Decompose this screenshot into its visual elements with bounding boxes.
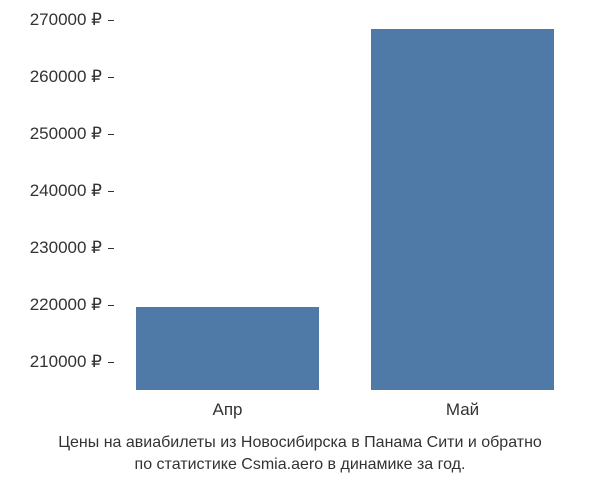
chart-caption: Цены на авиабилеты из Новосибирска в Пан… [0, 432, 600, 475]
x-axis: Апр Май [110, 392, 580, 422]
y-tick-label: 210000 ₽ [30, 352, 102, 372]
y-tick-label: 250000 ₽ [30, 124, 102, 144]
y-tick-label: 260000 ₽ [30, 67, 102, 87]
y-tick-label: 240000 ₽ [30, 181, 102, 201]
y-tick-label: 220000 ₽ [30, 295, 102, 315]
caption-line-2: по статистике Csmia.aero в динамике за г… [10, 454, 590, 476]
y-axis: 210000 ₽ 220000 ₽ 230000 ₽ 240000 ₽ 250000 ₽… [0, 20, 110, 390]
price-bar-chart: 210000 ₽ 220000 ₽ 230000 ₽ 240000 ₽ 250000 ₽… [0, 0, 600, 500]
caption-line-1: Цены на авиабилеты из Новосибирска в Пан… [10, 432, 590, 454]
x-tick-label: Апр [213, 400, 243, 420]
y-tick-label: 230000 ₽ [30, 238, 102, 258]
bars-layer [110, 20, 580, 390]
y-tick-label: 270000 ₽ [30, 10, 102, 30]
x-tick-label: Май [446, 400, 479, 420]
plot-area [110, 20, 580, 390]
bar [136, 307, 319, 390]
bar [371, 29, 554, 390]
